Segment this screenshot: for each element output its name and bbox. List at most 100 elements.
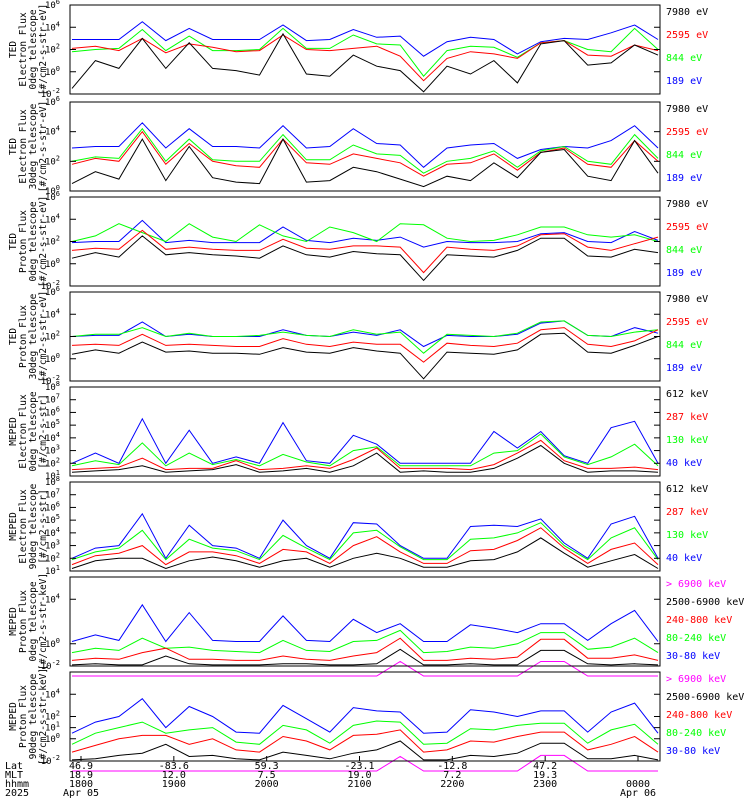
ylabel-line: 30deg telescope: [28, 293, 39, 379]
ytick-exponent: 1: [56, 564, 60, 572]
ytick-exponent: 6: [56, 0, 60, 6]
series-line: [71, 223, 659, 243]
series-line: [71, 127, 659, 174]
ytick-exponent: -2: [52, 279, 60, 287]
series-line: [71, 629, 659, 654]
ylabel-line: Electron Flux: [18, 12, 29, 87]
series-line: [72, 660, 658, 677]
ylabel-line: Proton Flux: [18, 590, 29, 653]
series-line: [71, 122, 659, 168]
panel-frame: [69, 4, 661, 95]
series-line: [71, 235, 659, 282]
xaxis-value-hhmm: 1800: [69, 779, 93, 790]
xaxis-row-label: hhmm: [5, 779, 29, 790]
panel-frame: [69, 386, 661, 477]
xaxis-value-date: Apr 05: [63, 788, 99, 799]
series-line: [71, 433, 659, 467]
legend-entry: 844 eV: [666, 245, 702, 256]
ytick-exponent: 4: [56, 431, 60, 439]
ylabel: TED Electron Flux 30deg telescope [#/cm2-s-…: [8, 101, 49, 193]
ytick-exponent: 7: [56, 488, 60, 496]
ylabel-line: 90deg telescope: [28, 483, 39, 569]
legend-entry: 7980 eV: [666, 199, 708, 210]
series-line: [71, 34, 659, 82]
xaxis-value-hhmm: 1900: [162, 779, 186, 790]
xaxis-value-date: Apr 06: [620, 788, 656, 799]
xaxis-value-mlt: 7.5: [258, 770, 276, 781]
ytick-exponent: 0: [56, 257, 60, 265]
xaxis-value-mlt: 19.0: [347, 770, 371, 781]
ytick-exponent: 4: [56, 526, 60, 534]
ytick-exponent: 5: [56, 418, 60, 426]
xaxis-row-label: MLT: [5, 770, 23, 781]
series-line: [71, 603, 659, 643]
xaxis-value-hhmm: 2100: [347, 779, 371, 790]
legend-entry: 844 eV: [666, 150, 702, 161]
ylabel-line: MEPED: [8, 417, 19, 446]
ylabel-line: Proton Flux: [18, 685, 29, 748]
panel-frame: [69, 481, 661, 572]
legend-entry: 2595 eV: [666, 317, 708, 328]
xaxis-value-lat: 47.2: [533, 761, 557, 772]
ytick-exponent: 6: [56, 190, 60, 198]
ylabel-line: [#/cm2-s-str-keV]: [38, 573, 49, 670]
xaxis-value-lat: -83.6: [159, 761, 189, 772]
ytick-exponent: 2: [56, 710, 60, 718]
ytick-exponent: 2: [56, 330, 60, 338]
xaxis-value-hhmm: 0000: [626, 779, 650, 790]
ytick-exponent: 2: [56, 43, 60, 51]
ylabel-line: [#/cm2-s-str-eV]: [38, 101, 49, 193]
ylabel-line: [#/cm2-s-str-eV]: [38, 4, 49, 96]
ylabel: MEPED Proton Flux 0deg telescope [#/cm2-s-s…: [8, 573, 49, 670]
legend-entry: 40 keV: [666, 553, 702, 564]
ylabel-line: TED: [8, 138, 19, 155]
ytick-exponent: 2: [56, 154, 60, 162]
series-line: [71, 527, 659, 566]
panel-frame: [69, 576, 661, 667]
legend-entry: 240-800 keV: [666, 710, 732, 721]
ytick-exponent: -2: [52, 754, 60, 762]
ytick-exponent: 2: [56, 235, 60, 243]
ylabel-line: [#/cm2-s-str-eV]: [38, 196, 49, 288]
series-line: [71, 720, 659, 745]
ylabel-line: 0deg telescope: [28, 581, 39, 661]
ylabel-line: [#/cm2-s-str]: [38, 489, 49, 563]
ylabel-line: MEPED: [8, 607, 19, 636]
ytick-exponent: 0: [56, 352, 60, 360]
ytick-exponent: 4: [56, 687, 60, 695]
ylabel-line: [#/cm2-s-str-keV]: [38, 668, 49, 765]
ytick-exponent: 4: [56, 592, 60, 600]
ytick-exponent: 2: [56, 551, 60, 559]
xaxis-value-mlt: 18.9: [69, 770, 93, 781]
legend-entry: 30-80 keV: [666, 651, 720, 662]
xaxis-value-mlt: 12.0: [162, 770, 186, 781]
xaxis-value-lat: -12.8: [437, 761, 467, 772]
ylabel-line: 0deg telescope: [28, 9, 39, 89]
xaxis-row-label: 2025: [5, 788, 29, 799]
series-line: [71, 320, 659, 354]
xaxis-value-lat: -23.1: [344, 761, 374, 772]
panel-frame: [69, 196, 661, 287]
series-line: [71, 32, 659, 93]
legend-entry: 130 keV: [666, 530, 708, 541]
ylabel: MEPED Proton Flux 90deg telescope [#/cm2-s-…: [8, 668, 49, 765]
legend-entry: > 6900 keV: [666, 674, 726, 685]
ytick-exponent: 8: [56, 475, 60, 483]
legend-entry: 189 eV: [666, 173, 702, 184]
ylabel-line: Proton Flux: [18, 210, 29, 273]
legend-entry: 240-800 keV: [666, 615, 732, 626]
ytick-exponent: 1: [56, 721, 60, 729]
xaxis-value-lat: 59.3: [255, 761, 279, 772]
ytick-exponent: 6: [56, 95, 60, 103]
legend-entry: 2500-6900 keV: [666, 692, 744, 703]
ylabel: MEPED Electron Flux 90deg telescope [#/cm2-…: [8, 483, 49, 569]
legend-entry: 189 eV: [666, 268, 702, 279]
legend-entry: 40 keV: [666, 458, 702, 469]
ylabel: TED Electron Flux 0deg telescope [#/cm2-s-s…: [8, 4, 49, 96]
series-line: [71, 740, 659, 761]
panel-frame: [69, 291, 661, 382]
ytick-exponent: 6: [56, 405, 60, 413]
